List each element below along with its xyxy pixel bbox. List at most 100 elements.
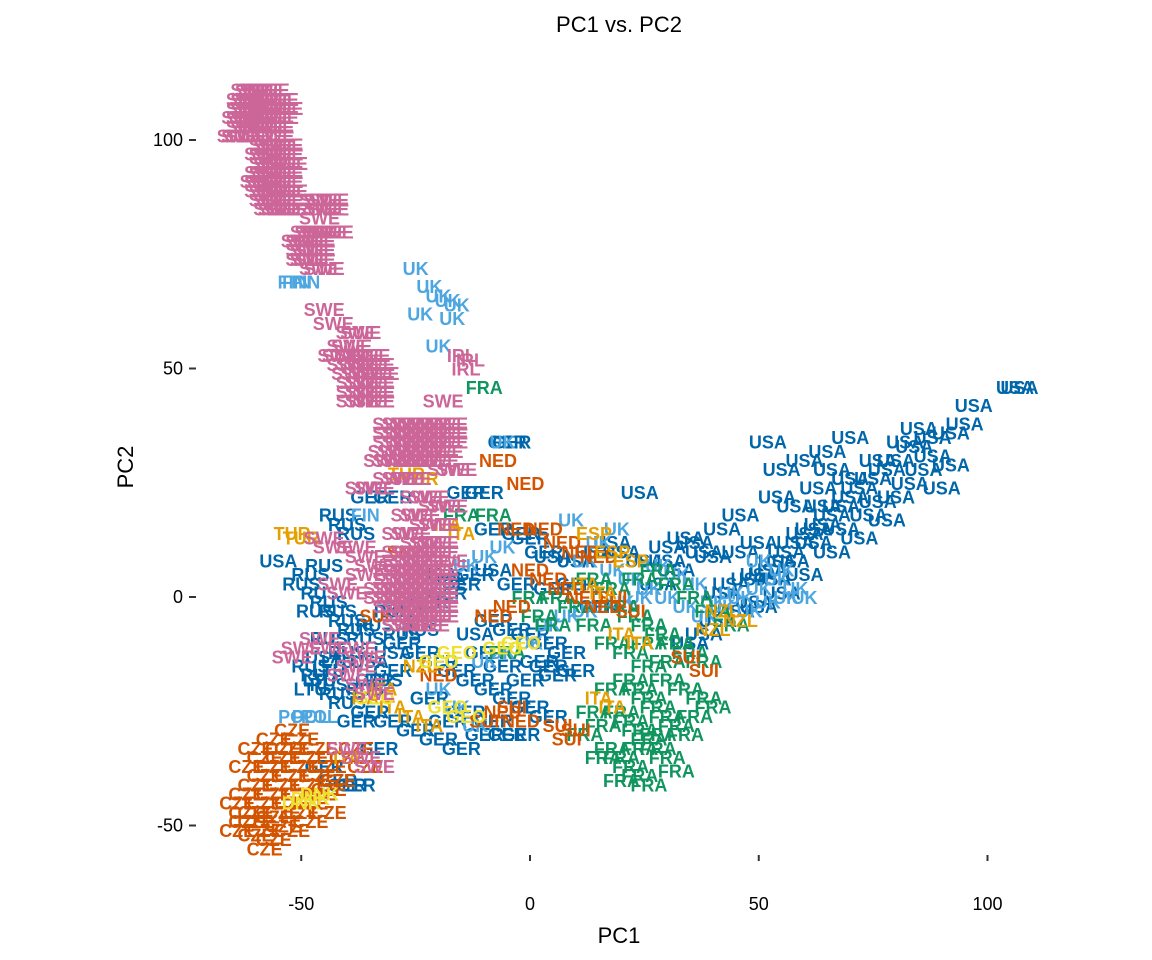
data-point-swe: SWE bbox=[249, 99, 290, 119]
data-point-geo: GEO bbox=[428, 698, 468, 718]
data-point-uk: UK bbox=[769, 561, 795, 581]
data-point-swe: SWE bbox=[409, 451, 450, 471]
data-point-fra: FRA bbox=[649, 748, 686, 768]
y-tick-label: 50 bbox=[163, 359, 183, 379]
data-point-ger: GER bbox=[483, 657, 522, 677]
data-point-ger: GER bbox=[474, 679, 513, 699]
data-point-swe: SWE bbox=[409, 433, 450, 453]
data-point-swe: SWE bbox=[253, 126, 294, 146]
data-point-swe: SWE bbox=[244, 108, 285, 128]
data-point-fra: FRA bbox=[621, 721, 658, 741]
data-point-swe: SWE bbox=[304, 222, 345, 242]
data-point-swe: SWE bbox=[381, 451, 422, 471]
data-point-geo: GEO bbox=[437, 643, 477, 663]
data-point-swe: SWE bbox=[258, 145, 299, 165]
y-axis-title: PC2 bbox=[113, 446, 138, 489]
data-point-swe: SWE bbox=[258, 90, 299, 110]
data-point-uk: UK bbox=[462, 716, 488, 736]
data-point-swe: SWE bbox=[372, 414, 413, 434]
data-point-swe: SWE bbox=[391, 451, 432, 471]
data-point-uk: UK bbox=[590, 597, 616, 617]
data-point-fra: FRA bbox=[603, 597, 640, 617]
data-point-swe: SWE bbox=[418, 414, 459, 434]
data-point-cze: CZE bbox=[228, 812, 264, 832]
data-point-swe: SWE bbox=[240, 81, 281, 101]
data-point-swe: SWE bbox=[244, 117, 285, 137]
data-point-fra: FRA bbox=[630, 775, 667, 795]
data-point-cze: CZE bbox=[247, 766, 283, 786]
data-point-fra: FRA bbox=[603, 702, 640, 722]
data-point-swe: SWE bbox=[326, 337, 367, 357]
data-point-swe: SWE bbox=[313, 538, 354, 558]
data-point-swe: SWE bbox=[400, 597, 441, 617]
data-point-esp: ESP bbox=[576, 524, 612, 544]
data-point-sui: SUI bbox=[689, 661, 719, 681]
data-point-swe: SWE bbox=[230, 117, 271, 137]
data-point-fra: FRA bbox=[594, 579, 631, 599]
data-point-irl: IRL bbox=[447, 346, 476, 366]
data-point-swe: SWE bbox=[230, 108, 271, 128]
data-point-uk: UK bbox=[755, 593, 781, 613]
data-point-usa: USA bbox=[694, 547, 732, 567]
data-point-swe: SWE bbox=[336, 323, 377, 343]
data-point-irl: IRL bbox=[456, 350, 485, 370]
data-point-ger: GER bbox=[524, 542, 563, 562]
data-point-fra: FRA bbox=[585, 716, 622, 736]
data-point-cze: CZE bbox=[302, 766, 338, 786]
data-point-cze: CZE bbox=[238, 826, 274, 846]
data-point-ger: GER bbox=[556, 661, 595, 681]
data-point-ger: GER bbox=[579, 597, 618, 617]
data-point-geo: GEO bbox=[501, 634, 541, 654]
data-point-fra: FRA bbox=[603, 771, 640, 791]
data-point-fra: FRA bbox=[649, 652, 686, 672]
data-point-swe: SWE bbox=[381, 469, 422, 489]
data-point-usa: USA bbox=[753, 570, 791, 590]
data-point-cze: CZE bbox=[338, 739, 374, 759]
data-point-swe: SWE bbox=[304, 259, 345, 279]
data-point-ger: GER bbox=[327, 775, 366, 795]
data-point-cze: CZE bbox=[274, 739, 310, 759]
data-point-tur: TUR bbox=[388, 465, 425, 485]
data-point-cze: CZE bbox=[256, 785, 292, 805]
data-point-sui: SUI bbox=[542, 716, 572, 736]
data-point-esp: ESP bbox=[613, 551, 649, 571]
data-point-usa: USA bbox=[900, 419, 938, 439]
data-point-cze: CZE bbox=[274, 794, 310, 814]
data-point-usa: USA bbox=[648, 538, 686, 558]
data-point-swe: SWE bbox=[249, 190, 290, 210]
data-point-swe: SWE bbox=[249, 108, 290, 128]
data-point-usa: USA bbox=[758, 551, 796, 571]
data-point-swe: SWE bbox=[336, 657, 377, 677]
data-point-rus: RUS bbox=[319, 602, 357, 622]
data-point-ita: ITA bbox=[608, 625, 636, 645]
data-point-swe: SWE bbox=[400, 414, 441, 434]
data-point-swe: SWE bbox=[230, 81, 271, 101]
data-point-swe: SWE bbox=[336, 355, 377, 375]
data-point-swe: SWE bbox=[308, 190, 349, 210]
data-point-fra: FRA bbox=[695, 698, 732, 718]
data-point-swe: SWE bbox=[409, 588, 450, 608]
data-point-swe: SWE bbox=[381, 606, 422, 626]
data-point-ita: ITA bbox=[626, 634, 654, 654]
data-point-usa: USA bbox=[813, 542, 851, 562]
data-point-uk: UK bbox=[558, 510, 584, 530]
data-point-uk: UK bbox=[586, 533, 612, 553]
data-point-swe: SWE bbox=[304, 200, 345, 220]
data-point-fra: FRA bbox=[685, 689, 722, 709]
data-point-swe: SWE bbox=[253, 172, 294, 192]
data-point-rus: RUS bbox=[305, 556, 343, 576]
data-point-swe: SWE bbox=[226, 90, 267, 110]
data-point-swe: SWE bbox=[381, 615, 422, 635]
data-point-swe: SWE bbox=[258, 181, 299, 201]
data-point-usa: USA bbox=[859, 492, 897, 512]
data-point-swe: SWE bbox=[253, 181, 294, 201]
data-point-cze: CZE bbox=[311, 780, 347, 800]
data-point-fra: FRA bbox=[475, 506, 512, 526]
data-point-fra: FRA bbox=[630, 689, 667, 709]
data-point-fra: FRA bbox=[640, 561, 677, 581]
data-point-swe: SWE bbox=[418, 588, 459, 608]
data-point-cze: CZE bbox=[302, 739, 338, 759]
data-point-uk: UK bbox=[572, 551, 598, 571]
data-point-swe: SWE bbox=[249, 90, 290, 110]
data-point-uk: UK bbox=[746, 551, 772, 571]
